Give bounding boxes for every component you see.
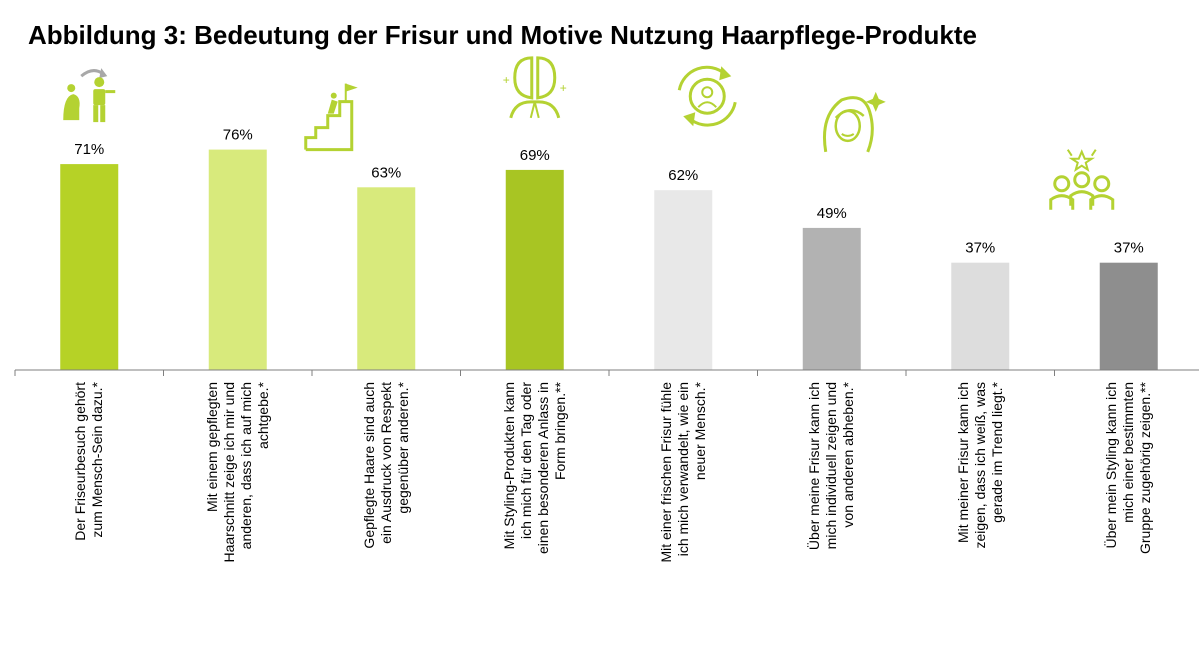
value-label: 37% xyxy=(965,240,995,257)
category-label-line: zum Mensch-Sein dazu.* xyxy=(89,382,106,538)
category-label-line: achtgebe.* xyxy=(254,382,271,449)
category-label-line: Mit einem gepflegten xyxy=(203,382,220,512)
category-label-line: Gepflegte Haare sind auch xyxy=(360,382,377,549)
bar xyxy=(951,262,1010,370)
category-label-line: Der Friseurbesuch gehört xyxy=(72,382,89,541)
category-label-line: mich individuell zeigen und xyxy=(823,382,840,550)
bar xyxy=(60,164,119,370)
category-label-line: Über meine Frisur kann ich xyxy=(806,382,823,551)
value-label: 49% xyxy=(817,205,847,222)
category-label: Der Friseurbesuch gehört zum Mensch-Sein … xyxy=(72,382,106,612)
category-label: Über meine Frisur kann ich mich individue… xyxy=(806,382,857,612)
group-star-icon xyxy=(1049,149,1115,210)
value-label: 37% xyxy=(1114,240,1144,257)
category-label-line: Mit einer frischen Frisur fühle xyxy=(657,382,674,563)
person-cycle-icon xyxy=(677,65,737,127)
category-label-line: zeigen, dass ich weiß, was xyxy=(971,382,988,549)
bar xyxy=(802,227,861,370)
category-label-line: gerade im Trend liegt.* xyxy=(988,382,1005,523)
category-label: Gepflegte Haare sind auch ein Ausdruck vo… xyxy=(361,382,412,612)
category-label-line: Über mein Styling kann ich xyxy=(1103,382,1120,549)
value-label: 63% xyxy=(371,164,401,181)
svg-text:+: + xyxy=(503,73,510,87)
category-label-line: Haarschnitt zeige ich mir und xyxy=(220,382,237,563)
category-label: Mit meiner Frisur kann ich zeigen, dass i… xyxy=(955,382,1006,612)
category-label-line: einen besonderen Anlass in xyxy=(534,382,551,555)
category-label-line: von anderen abheben.* xyxy=(840,382,857,528)
bar xyxy=(654,190,713,370)
bar xyxy=(1099,262,1158,370)
mirror-faces-icon: ++ xyxy=(503,56,567,119)
value-label: 62% xyxy=(668,167,698,184)
value-label: 71% xyxy=(74,141,104,158)
category-label-line: neuer Mensch.* xyxy=(691,382,708,481)
bar xyxy=(208,149,267,370)
bar xyxy=(505,169,564,370)
category-label-line: Mit Styling-Produkten kann xyxy=(500,382,517,550)
category-label-line: ich mich verwandelt, wie ein xyxy=(674,382,691,557)
evolution-icon xyxy=(63,68,116,123)
page-title: Abbildung 3: Bedeutung der Frisur und Mo… xyxy=(28,20,977,50)
category-label: Mit einem gepflegten Haarschnitt zeige ic… xyxy=(204,382,272,612)
category-label-line: anderen, dass ich auf mich xyxy=(237,382,254,550)
category-label-line: gegenüber anderen.* xyxy=(394,382,411,514)
category-label-line: Gruppe zugehörig zeigen.** xyxy=(1137,382,1154,555)
category-label-line: mich einer bestimmten xyxy=(1120,382,1137,523)
category-label-line: ich mich für den Tag oder xyxy=(517,382,534,539)
category-label-line: Form bringen.** xyxy=(551,382,568,481)
value-label: 69% xyxy=(520,147,550,164)
summit-climb-icon xyxy=(304,83,358,152)
woman-sparkle-icon xyxy=(823,91,886,153)
category-label: Mit Styling-Produkten kann ich mich für d… xyxy=(501,382,569,612)
category-label: Mit einer frischen Frisur fühle ich mich … xyxy=(658,382,709,612)
category-label: Über mein Styling kann ich mich einer bes… xyxy=(1103,382,1154,612)
category-label-line: Mit meiner Frisur kann ich xyxy=(954,382,971,544)
svg-text:+: + xyxy=(560,81,567,95)
bar xyxy=(357,187,416,370)
category-label-line: ein Ausdruck von Respekt xyxy=(377,382,394,544)
value-label: 76% xyxy=(223,127,253,144)
